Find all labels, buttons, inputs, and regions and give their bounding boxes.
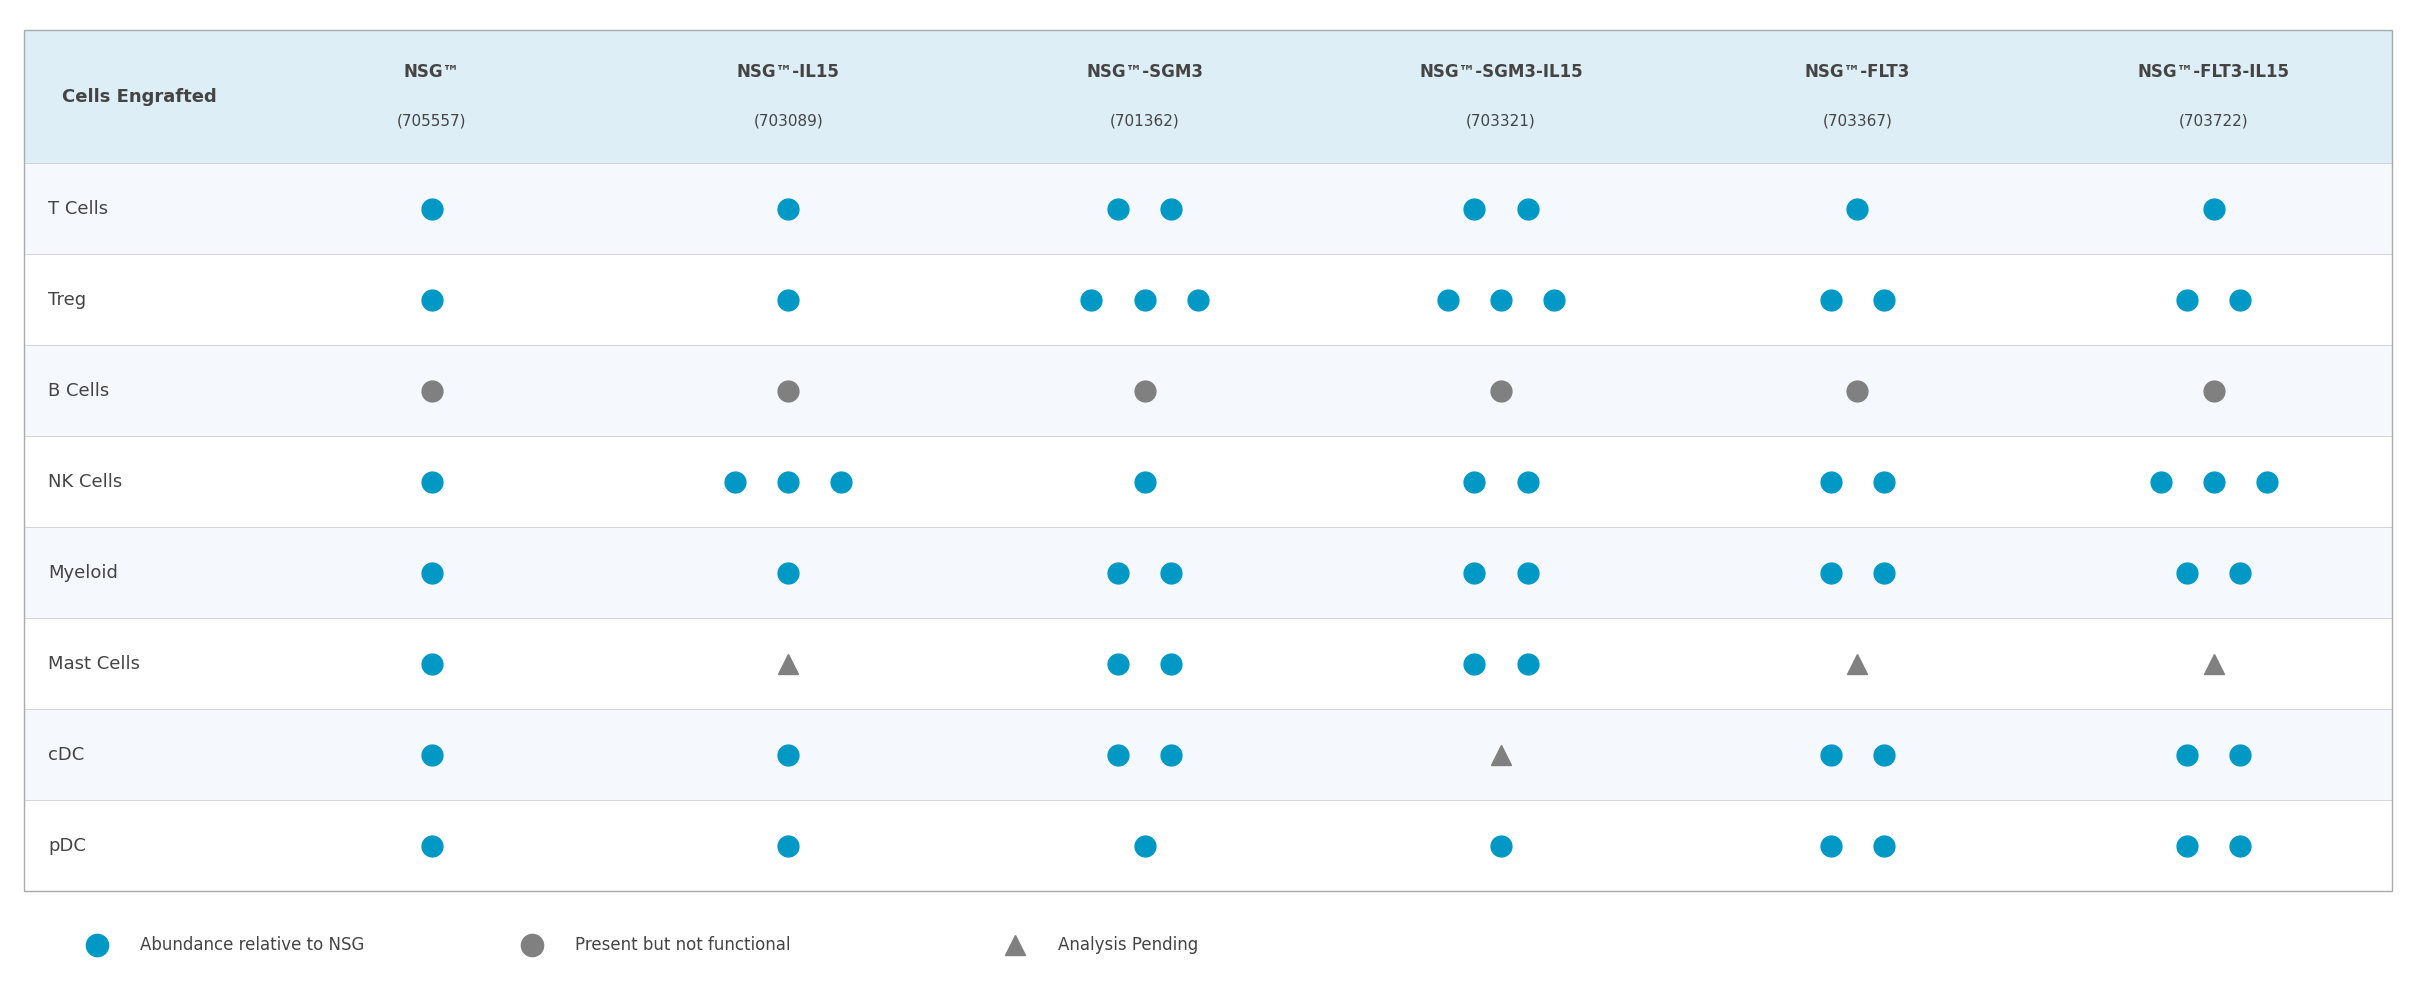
Bar: [24, 163, 2392, 254]
Text: (703089): (703089): [754, 114, 824, 129]
Text: (703722): (703722): [2179, 114, 2249, 129]
Text: pDC: pDC: [48, 837, 87, 854]
Text: Analysis Pending: Analysis Pending: [1058, 937, 1198, 954]
Text: (701362): (701362): [1109, 114, 1179, 129]
Bar: [24, 709, 2392, 800]
Bar: [24, 618, 2392, 709]
Text: Myeloid: Myeloid: [48, 563, 118, 582]
Text: Abundance relative to NSG: Abundance relative to NSG: [140, 937, 365, 954]
Text: NSG™-SGM3: NSG™-SGM3: [1087, 62, 1203, 81]
Text: cDC: cDC: [48, 745, 85, 763]
Bar: [24, 528, 2392, 618]
Text: T Cells: T Cells: [48, 200, 109, 218]
Text: NSG™-IL15: NSG™-IL15: [737, 62, 841, 81]
Bar: [24, 437, 2392, 527]
Text: Cells Engrafted: Cells Engrafted: [60, 87, 217, 106]
Text: NSG™-SGM3-IL15: NSG™-SGM3-IL15: [1418, 62, 1582, 81]
Text: Mast Cells: Mast Cells: [48, 654, 140, 672]
Text: B Cells: B Cells: [48, 382, 109, 400]
Text: NSG™-FLT3-IL15: NSG™-FLT3-IL15: [2138, 62, 2290, 81]
Text: Treg: Treg: [48, 291, 87, 309]
Bar: [24, 254, 2392, 346]
Text: (703321): (703321): [1467, 114, 1537, 129]
Bar: [24, 346, 2392, 437]
Text: (705557): (705557): [396, 114, 466, 129]
Bar: [24, 800, 2392, 891]
Text: NSG™-FLT3: NSG™-FLT3: [1805, 62, 1911, 81]
Text: Present but not functional: Present but not functional: [575, 937, 790, 954]
Text: (703367): (703367): [1822, 114, 1892, 129]
Text: NSG™: NSG™: [403, 62, 459, 81]
Text: NK Cells: NK Cells: [48, 472, 123, 491]
